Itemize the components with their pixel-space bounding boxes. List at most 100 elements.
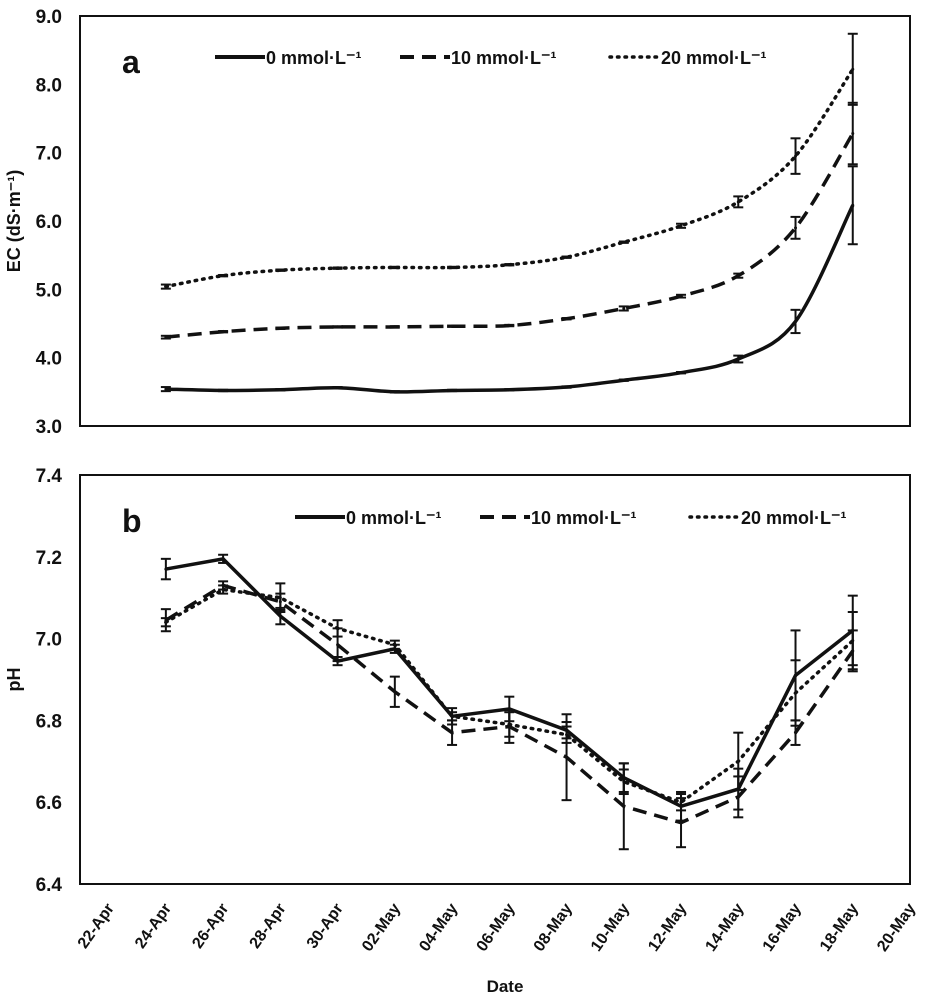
data-point: [221, 557, 225, 561]
y-tick-label: 6.6: [36, 793, 62, 814]
y-tick-label: 7.2: [36, 548, 62, 569]
data-point: [221, 388, 225, 392]
data-point: [622, 240, 626, 244]
x-tick-label: 16-May: [760, 900, 805, 954]
data-point: [507, 263, 511, 267]
y-tick-label: 6.0: [36, 212, 62, 233]
legend-item-solid: 0 mmol·L⁻¹: [215, 48, 362, 68]
y-tick-label: 4.0: [36, 349, 62, 370]
data-point: [679, 224, 683, 228]
panel-b-ph: 6.4 6.6 6.8 7.0 7.2 7.4 pH b 22-Apr 24-Apr 26-Apr 2…: [4, 466, 919, 996]
legend-item-dashed: 10 mmol·L⁻¹: [480, 508, 637, 528]
data-point: [622, 804, 626, 808]
data-point: [622, 378, 626, 382]
x-tick-label: 10-May: [588, 900, 633, 954]
x-tick-label: 26-Apr: [189, 901, 232, 952]
data-point: [736, 274, 740, 278]
panel-label: a: [122, 44, 140, 80]
y-tick-label: 7.0: [36, 144, 62, 165]
series-line-solid: [165, 204, 855, 394]
y-tick-label: 6.4: [36, 875, 63, 896]
data-point: [278, 596, 282, 600]
y-tick-label: 5.0: [36, 280, 62, 301]
data-point: [507, 324, 511, 328]
legend-label: 10 mmol·L⁻¹: [451, 48, 557, 68]
legend-label: 20 mmol·L⁻¹: [741, 508, 847, 528]
data-point: [679, 294, 683, 298]
data-point: [393, 690, 397, 694]
data-point: [336, 626, 340, 630]
data-point: [278, 268, 282, 272]
data-point: [622, 780, 626, 784]
legend-label: 20 mmol·L⁻¹: [661, 48, 767, 68]
data-point: [164, 387, 168, 391]
data-point: [679, 800, 683, 804]
data-point: [164, 567, 168, 571]
data-point: [851, 639, 855, 643]
data-point: [164, 620, 168, 624]
data-point: [851, 67, 855, 71]
x-tick-label: 28-Apr: [247, 901, 290, 952]
plot-frame: [79, 474, 911, 885]
legend-label: 0 mmol·L⁻¹: [266, 48, 362, 68]
plot-frame: [79, 15, 911, 427]
x-tick-label: 08-May: [531, 900, 576, 954]
data-point: [507, 722, 511, 726]
legend-label: 0 mmol·L⁻¹: [346, 508, 442, 528]
y-tick-label: 9.0: [36, 7, 62, 28]
data-point: [507, 388, 511, 392]
data-point: [336, 325, 340, 329]
data-point: [736, 357, 740, 361]
data-point: [393, 325, 397, 329]
data-point: [565, 755, 569, 759]
data-point: [622, 306, 626, 310]
data-point: [393, 643, 397, 647]
data-point: [450, 388, 454, 392]
data-point: [794, 319, 798, 323]
y-tick-label: 7.0: [36, 630, 62, 651]
legend-item-dotted: 20 mmol·L⁻¹: [688, 508, 847, 528]
y-tick-label: 6.8: [36, 711, 62, 732]
data-point: [278, 326, 282, 330]
data-point: [278, 388, 282, 392]
x-tick-label: 22-Apr: [75, 901, 118, 952]
data-point: [450, 714, 454, 718]
series-line-dashed: [165, 132, 855, 339]
data-point: [794, 691, 798, 695]
legend-item-dashed: 10 mmol·L⁻¹: [400, 48, 557, 68]
x-tick-label: 02-May: [359, 900, 404, 954]
y-axis-label: pH: [4, 668, 24, 692]
data-point: [164, 285, 168, 289]
x-tick-label: 06-May: [474, 900, 519, 954]
y-axis-label: EC (dS·m⁻¹): [4, 170, 24, 273]
x-tick-label: 12-May: [645, 900, 690, 954]
series-line-dotted: [164, 67, 855, 289]
x-tick-label: 14-May: [703, 900, 748, 954]
data-point: [679, 821, 683, 825]
y-tick-label: 7.4: [36, 466, 63, 487]
y-tick-label: 3.0: [36, 417, 62, 438]
y-tick-label: 8.0: [36, 75, 62, 96]
data-point: [450, 324, 454, 328]
panel-a-ec: 3.0 4.0 5.0 6.0 7.0 8.0 9.0 EC (dS·m⁻¹) a 0 mmol·…: [4, 7, 911, 438]
data-point: [221, 330, 225, 334]
data-point: [851, 203, 855, 207]
data-point: [736, 795, 740, 799]
data-point: [851, 132, 855, 136]
legend-item-dotted: 20 mmol·L⁻¹: [608, 48, 767, 68]
data-point: [679, 371, 683, 375]
data-point: [393, 265, 397, 269]
data-point: [450, 731, 454, 735]
legend-item-solid: 0 mmol·L⁻¹: [295, 508, 442, 528]
x-tick-label: 24-Apr: [132, 901, 175, 952]
panel-label: b: [122, 503, 142, 539]
data-point: [450, 265, 454, 269]
data-point: [565, 255, 569, 259]
data-point: [164, 335, 168, 339]
data-point: [565, 317, 569, 321]
data-point: [794, 154, 798, 158]
x-tick-label: 20-May: [874, 900, 919, 954]
data-point: [794, 226, 798, 230]
data-point: [336, 386, 340, 390]
